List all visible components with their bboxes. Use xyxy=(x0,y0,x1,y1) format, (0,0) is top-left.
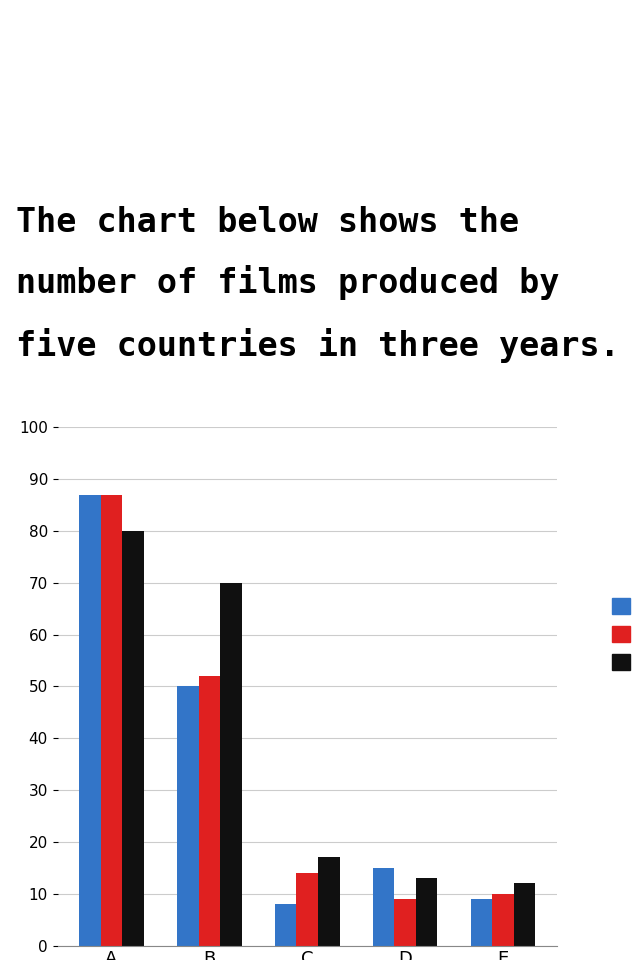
Bar xyxy=(372,868,394,946)
Bar xyxy=(275,904,296,946)
Bar xyxy=(122,531,144,946)
Legend: 2007, 2008, 2009: 2007, 2008, 2009 xyxy=(604,590,640,678)
Bar xyxy=(296,873,318,946)
Bar xyxy=(198,676,220,946)
Bar xyxy=(492,894,514,946)
Bar xyxy=(220,583,242,946)
Bar xyxy=(79,494,100,946)
Text: Task 1 Band 9 Sample Answer: Task 1 Band 9 Sample Answer xyxy=(75,70,565,98)
Bar xyxy=(100,494,122,946)
Bar xyxy=(318,857,339,946)
Text: IELTS Academic: IELTS Academic xyxy=(255,25,385,42)
Bar xyxy=(394,899,416,946)
Bar xyxy=(416,878,437,946)
Bar xyxy=(470,899,492,946)
Bar xyxy=(177,686,198,946)
Bar xyxy=(514,883,535,946)
Text: number of films produced by: number of films produced by xyxy=(16,265,559,300)
Text: The chart below shows the: The chart below shows the xyxy=(16,205,519,238)
Text: www.ieltsluminary.com: www.ieltsluminary.com xyxy=(225,131,415,149)
Text: five countries in three years.: five countries in three years. xyxy=(16,327,620,363)
